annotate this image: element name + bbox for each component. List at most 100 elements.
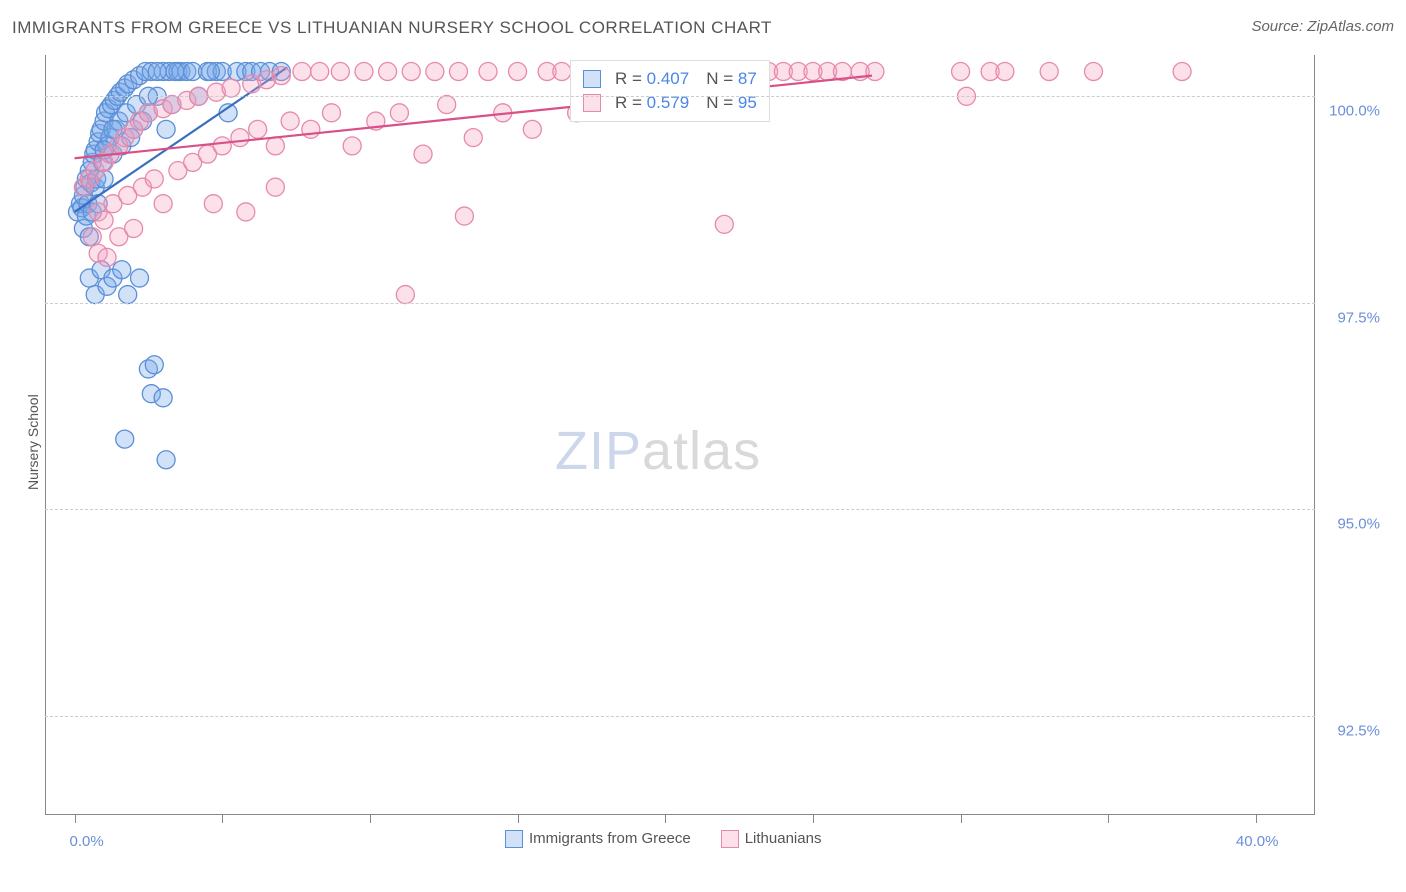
- correlation-legend-text: R = 0.407 N = 87: [615, 69, 757, 89]
- data-point: [95, 153, 113, 171]
- data-point: [266, 178, 284, 196]
- data-point: [213, 137, 231, 155]
- data-point: [154, 63, 172, 81]
- plot-area: R = 0.407 N = 87R = 0.579 N = 95 ZIPatla…: [45, 55, 1315, 815]
- data-point: [774, 63, 792, 81]
- data-point: [113, 137, 131, 155]
- data-point: [266, 137, 284, 155]
- source-label: Source: ZipAtlas.com: [1251, 18, 1394, 35]
- data-point: [89, 203, 107, 221]
- data-point: [116, 79, 134, 97]
- data-point: [104, 120, 122, 138]
- data-point: [163, 96, 181, 114]
- chart-svg: [45, 55, 1315, 815]
- correlation-legend-row: R = 0.407 N = 87: [583, 67, 757, 91]
- data-point: [74, 178, 92, 196]
- data-point: [97, 104, 115, 122]
- data-point: [538, 63, 556, 81]
- data-point: [136, 63, 154, 81]
- x-tick: [75, 815, 76, 823]
- data-point: [981, 63, 999, 81]
- data-point: [105, 91, 123, 109]
- data-point: [293, 63, 311, 81]
- data-point: [116, 129, 134, 147]
- data-point: [379, 63, 397, 81]
- data-point: [82, 174, 100, 192]
- data-point: [166, 63, 184, 81]
- data-point: [160, 63, 178, 81]
- data-point: [302, 120, 320, 138]
- x-axis-line: [45, 814, 1315, 815]
- data-point: [86, 178, 104, 196]
- data-point: [494, 104, 512, 122]
- data-point: [367, 112, 385, 130]
- data-point: [95, 211, 113, 229]
- data-point: [243, 63, 261, 81]
- data-point: [88, 170, 106, 188]
- data-point: [272, 67, 290, 85]
- data-point: [91, 124, 109, 142]
- data-point: [80, 170, 98, 188]
- data-point: [237, 203, 255, 221]
- data-point: [80, 228, 98, 246]
- data-point: [804, 63, 822, 81]
- data-point: [110, 112, 128, 130]
- data-point: [145, 170, 163, 188]
- data-point: [128, 96, 146, 114]
- data-point: [231, 129, 249, 147]
- data-point: [80, 162, 98, 180]
- data-point: [952, 63, 970, 81]
- x-tick: [222, 815, 223, 823]
- data-point: [866, 63, 884, 81]
- data-point: [101, 129, 119, 147]
- grid-line: [45, 96, 1315, 97]
- data-point: [178, 91, 196, 109]
- x-tick: [518, 815, 519, 823]
- data-point: [131, 67, 149, 85]
- data-point: [83, 228, 101, 246]
- data-point: [311, 63, 329, 81]
- y-tick-label: 95.0%: [1337, 516, 1380, 533]
- data-point: [125, 219, 143, 237]
- data-point: [396, 286, 414, 304]
- data-point: [104, 269, 122, 287]
- data-point: [86, 141, 104, 159]
- data-point: [119, 186, 137, 204]
- data-point: [139, 360, 157, 378]
- legend-label: Lithuanians: [745, 830, 822, 847]
- data-point: [111, 83, 129, 101]
- title-bar: IMMIGRANTS FROM GREECE VS LITHUANIAN NUR…: [12, 18, 1394, 48]
- data-point: [133, 112, 151, 130]
- data-point: [509, 63, 527, 81]
- data-point: [116, 430, 134, 448]
- data-point: [100, 100, 118, 118]
- grid-line: [45, 509, 1315, 510]
- data-point: [219, 104, 237, 122]
- y-axis-line-right: [1314, 55, 1315, 815]
- legend-swatch: [583, 70, 601, 88]
- data-point: [89, 244, 107, 262]
- data-point: [426, 63, 444, 81]
- trend-line: [75, 67, 288, 212]
- data-point: [390, 104, 408, 122]
- legend-swatch: [505, 830, 523, 848]
- data-point: [207, 83, 225, 101]
- data-point: [86, 286, 104, 304]
- legend-item: Lithuanians: [721, 830, 822, 848]
- grid-line: [45, 303, 1315, 304]
- data-point: [139, 104, 157, 122]
- data-point: [119, 286, 137, 304]
- data-point: [154, 100, 172, 118]
- data-point: [172, 63, 190, 81]
- data-point: [142, 63, 160, 81]
- data-point: [331, 63, 349, 81]
- data-point: [184, 153, 202, 171]
- x-tick-label-max: 40.0%: [1236, 833, 1279, 850]
- data-point: [252, 63, 270, 81]
- data-point: [76, 178, 94, 196]
- data-point: [110, 137, 128, 155]
- data-point: [154, 195, 172, 213]
- data-point: [131, 269, 149, 287]
- data-point: [125, 120, 143, 138]
- data-point: [98, 277, 116, 295]
